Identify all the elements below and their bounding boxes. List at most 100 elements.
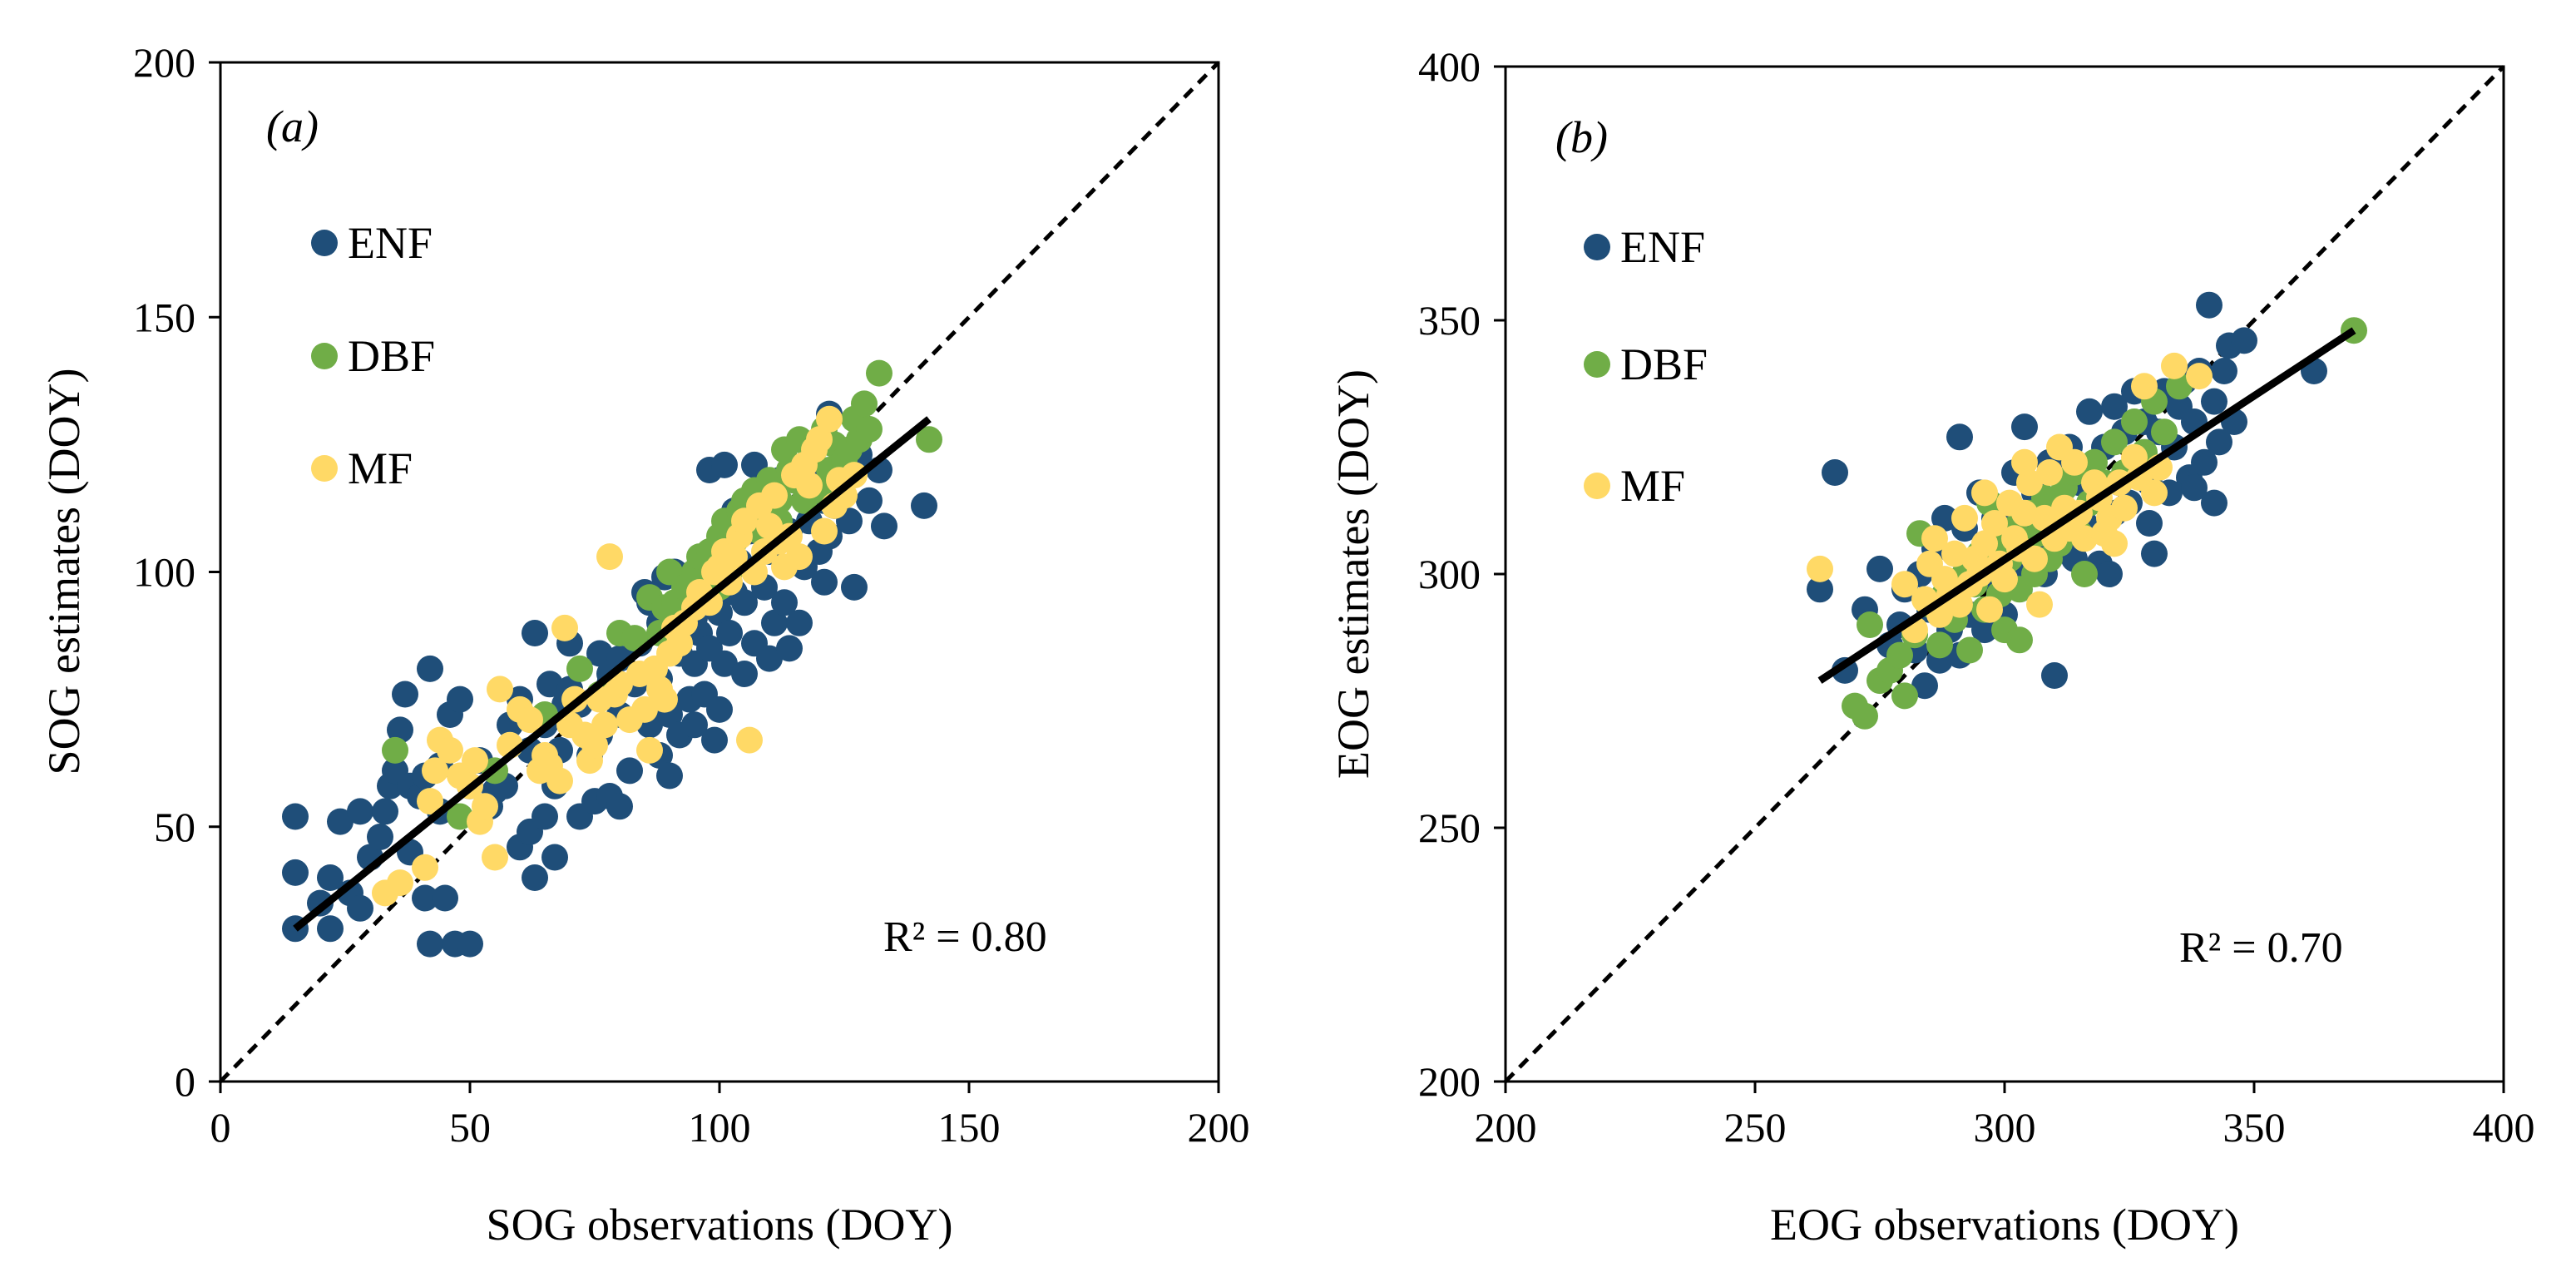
- panel-a-fit-line: [293, 416, 932, 932]
- panel-b-point-dbf: [2121, 408, 2148, 435]
- panel-a-point-enf: [811, 568, 838, 596]
- panel-b-point-mf: [1941, 540, 1968, 567]
- panel-b-x-tick-label: 200: [1475, 1104, 1537, 1151]
- panel-b-point-enf: [2076, 398, 2103, 425]
- panel-b-y-tick-label: 400: [1418, 43, 1481, 90]
- panel-a-point-enf: [541, 844, 568, 871]
- panel-b-x-tick-label: 300: [1974, 1104, 2036, 1151]
- panel-a-x-tick-label: 50: [449, 1104, 491, 1151]
- panel-b-point-enf: [2211, 358, 2237, 384]
- panel-a-point-enf: [417, 655, 443, 682]
- panel-a-point-enf: [711, 650, 738, 677]
- panel-b-x-axis-label: EOG observations (DOY): [1770, 1200, 2239, 1250]
- panel-b-point-dbf: [2151, 418, 2178, 446]
- panel-a-point-enf: [447, 686, 473, 713]
- panel-a-y-tick-label: 0: [175, 1058, 195, 1105]
- panel-a-y-tick-label: 50: [154, 804, 195, 850]
- panel-a-point-enf: [317, 915, 344, 943]
- panel-a-point-dbf: [851, 390, 878, 418]
- panel-a-point-enf: [606, 793, 633, 820]
- panel-b-point-mf: [2016, 469, 2043, 497]
- panel-a-x-tick-label: 0: [210, 1104, 231, 1151]
- panel-b-point-mf: [2121, 443, 2148, 471]
- panel-a-point-enf: [706, 695, 733, 723]
- panel-a-point-mf: [736, 726, 763, 754]
- panel-b-point-enf: [2101, 393, 2128, 420]
- panel-b-point-enf: [2136, 510, 2163, 537]
- panel-b-point-mf: [2036, 459, 2063, 486]
- panel-a-legend-marker-dbf: [311, 343, 338, 369]
- panel-b-point-enf: [2041, 662, 2068, 689]
- panel-b-point-enf: [1911, 672, 1938, 700]
- panel-a-point-enf: [282, 803, 309, 830]
- panel-b-legend-label-mf: MF: [1620, 461, 1685, 511]
- panel-a-point-mf: [462, 747, 488, 775]
- panel-a-label: (a): [266, 101, 319, 151]
- panel-a-ticks: 0 50 100 150 200 0 50 100 150 200: [133, 39, 1250, 1151]
- panel-a-point-enf: [347, 894, 373, 922]
- panel-b-point-mf: [1807, 555, 1833, 582]
- panel-a-point-enf: [392, 681, 418, 708]
- panel-a-point-dbf: [621, 625, 648, 652]
- panel-a-point-enf: [367, 824, 393, 850]
- panel-b-legend-marker-mf: [1584, 473, 1610, 499]
- panel-b-point-enf: [1807, 576, 1833, 603]
- panel-b-point-dbf: [1857, 611, 1883, 638]
- panel-a-legend-label-enf: ENF: [348, 218, 433, 268]
- panel-b-r2-annotation: R² = 0.70: [2179, 924, 2343, 972]
- panel-a-point-enf: [871, 512, 897, 540]
- panel-b-point-mf: [1921, 525, 1948, 552]
- panel-b-point-mf: [2161, 352, 2188, 379]
- panel-b-point-mf: [2021, 545, 2048, 572]
- panel-b-x-tick-label: 350: [2223, 1104, 2286, 1151]
- panel-a-legend-label-mf: MF: [348, 443, 413, 493]
- panel-a-point-dbf: [916, 426, 942, 453]
- panel-b-point-enf: [2201, 489, 2227, 517]
- panel-a-x-axis-label: SOG observations (DOY): [487, 1200, 953, 1250]
- panel-a-point-mf: [437, 736, 463, 764]
- panel-b-point-dbf: [2071, 561, 2098, 587]
- panel-a-point-mf: [651, 686, 678, 713]
- panel-b-x-tick-label: 400: [2473, 1104, 2535, 1151]
- panel-b-point-mf: [2186, 363, 2213, 390]
- panel-a-point-dbf: [566, 655, 593, 682]
- panel-b-point-dbf: [2006, 626, 2033, 654]
- panel-b-point-enf: [1822, 459, 1848, 486]
- panel-b-point-mf: [2111, 494, 2138, 522]
- panel-b-point-mf: [2141, 479, 2168, 507]
- panel-b-point-enf: [2201, 388, 2227, 415]
- panel-a-legend-marker-mf: [311, 455, 338, 482]
- panel-b-point-enf: [2196, 291, 2222, 319]
- panel-a-point-mf: [666, 630, 693, 657]
- panel-a-marks: [219, 61, 1220, 1083]
- panel-b-point-mf: [2071, 525, 2098, 552]
- panel-a-point-mf: [517, 706, 543, 734]
- panel-a-one-to-one-line: [219, 61, 1220, 1083]
- panel-b-point-mf: [2011, 499, 2038, 527]
- panel-a-point-enf: [417, 930, 443, 958]
- panel-b-point-dbf: [2166, 373, 2193, 400]
- panel-a-y-axis-label: SOG estimates (DOY): [39, 369, 89, 775]
- panel-b-y-tick-label: 300: [1418, 551, 1481, 597]
- panel-b-legend: ENF DBF MF: [1584, 222, 1708, 511]
- panel-a-point-enf: [317, 864, 344, 891]
- panel-a-point-dbf: [856, 416, 883, 443]
- panel-b-point-enf: [2206, 428, 2232, 456]
- panel-a-point-mf: [696, 589, 723, 616]
- panel-b-point-mf: [2011, 448, 2038, 476]
- panel-b-point-enf: [1866, 555, 1893, 582]
- panel-a-y-tick-label: 200: [133, 39, 195, 86]
- panel-a-point-enf: [372, 798, 398, 825]
- panel-a-point-enf: [327, 808, 354, 835]
- panel-b-ticks: 200 250 300 350 400 200 250 300 350 400: [1418, 43, 2535, 1151]
- panel-a-point-mf: [546, 767, 573, 794]
- panel-a-point-mf: [487, 676, 513, 703]
- panel-a-point-enf: [532, 803, 558, 830]
- panel-a-letter: a: [281, 101, 304, 151]
- panel-b-point-mf: [1946, 591, 1973, 618]
- panel-b-point-enf: [2181, 474, 2208, 502]
- panel-a-r2-annotation: R² = 0.80: [883, 913, 1047, 961]
- panel-b: 200 250 300 350 400 200 250 300 350 400 (b) ENF D…: [1328, 43, 2535, 1250]
